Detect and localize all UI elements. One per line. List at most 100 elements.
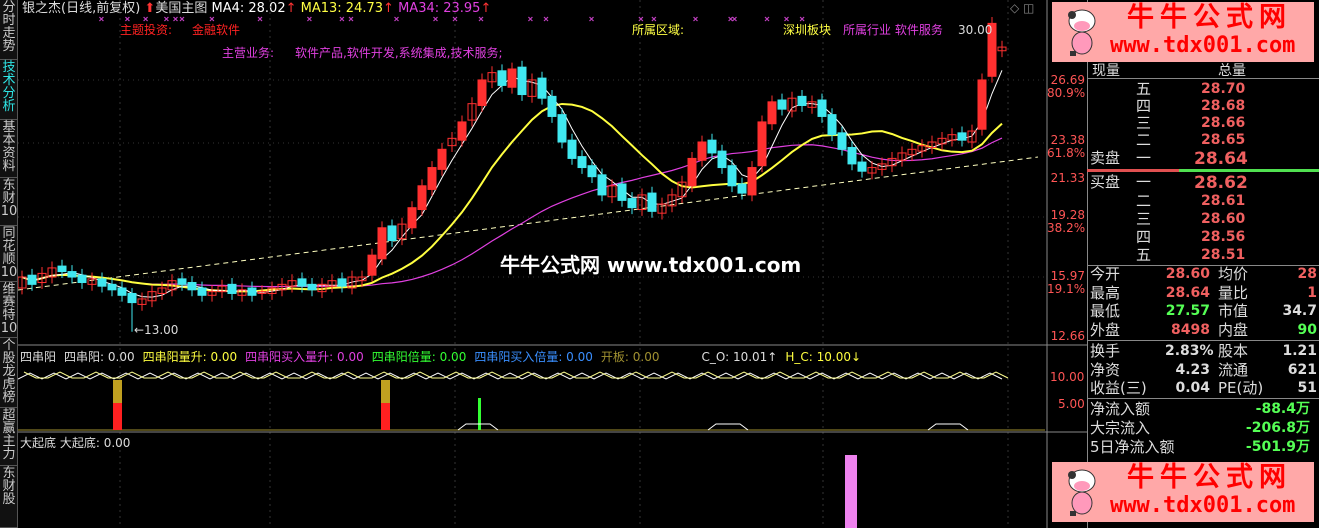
candle-body: [397, 223, 407, 240]
candle-body: [247, 287, 257, 296]
candle-body: [967, 130, 977, 143]
current-volume-label: 现量: [1092, 63, 1120, 79]
stat-value: 28.64: [1165, 284, 1210, 301]
region-value: 深圳板块: [783, 23, 832, 37]
candle-body: [887, 157, 897, 167]
tab-5[interactable]: 维赛特10: [0, 282, 18, 338]
candle-body: [287, 280, 297, 287]
candle-body: [597, 174, 607, 196]
candle-body: [797, 95, 807, 106]
indicator-item: C_O: 10.01↑: [701, 350, 778, 364]
logo-name: 牛牛公式网: [1127, 462, 1292, 493]
candle-body: [107, 283, 117, 291]
event-marker: [478, 16, 484, 22]
fund-label: 净资: [1090, 360, 1121, 379]
indicator2-title[interactable]: 大起底: [20, 436, 57, 450]
price-tick: 21.33: [1047, 171, 1085, 185]
window-controls[interactable]: ◇ ◫: [1010, 1, 1035, 15]
candle-body: [497, 70, 507, 86]
tab-6[interactable]: 个股龙虎榜: [0, 338, 18, 408]
tab-0[interactable]: 分时走势: [0, 0, 18, 60]
price-tick: 23.38 61.8%: [1047, 134, 1085, 160]
price-tick-pct: 38.2%: [1047, 221, 1086, 236]
sell-price: 28.65: [1201, 132, 1246, 148]
buy-level: 一: [1136, 173, 1152, 191]
event-marker: [98, 16, 104, 22]
theme-label: 主题投资:: [120, 23, 173, 37]
event-marker: [143, 16, 149, 22]
candle-body: [467, 103, 477, 121]
buy-level: 四: [1136, 228, 1152, 246]
fund-value: 621: [1287, 361, 1317, 378]
price-tick: 19.28 38.2%: [1047, 209, 1085, 235]
candle-body: [127, 292, 137, 304]
candle-body: [157, 287, 167, 294]
candle-body: [97, 278, 107, 287]
flow-label: 净流入额: [1090, 400, 1151, 418]
candle-body: [647, 192, 657, 212]
sell-price: 28.66: [1201, 115, 1246, 131]
template-name[interactable]: 美国主图: [155, 1, 208, 16]
buy-level: 二: [1136, 192, 1152, 210]
candle-body: [857, 161, 867, 172]
candle-body: [907, 148, 917, 156]
buy-strength-bar: [1179, 169, 1319, 172]
industry-label: 所属行业 软件服务: [843, 23, 943, 37]
indicator-item: 四串阳倍量: 0.00: [371, 350, 467, 364]
buy-price: 28.61: [1201, 193, 1246, 209]
event-marker: [784, 16, 789, 22]
low-price-mark: ←13.00: [134, 323, 179, 337]
total-volume-label: 总量: [1218, 63, 1246, 79]
indicator1-legend: 四串阳 四串阳: 0.00 四串阳量升: 0.00 四串阳买入量升: 0.00 四串阳倍…: [20, 350, 869, 364]
tab-1[interactable]: 技术分析: [0, 60, 18, 120]
candle-body: [147, 291, 157, 302]
cow-mascot-icon: [1068, 469, 1096, 516]
event-marker: [433, 16, 438, 22]
candle-body: [617, 183, 627, 201]
candle-body: [777, 99, 787, 110]
chart-canvas: [18, 0, 1087, 528]
candle-body: [787, 97, 797, 112]
candle-body: [317, 283, 327, 293]
divider: [1087, 265, 1319, 266]
event-marker: [257, 16, 263, 22]
tab-3[interactable]: 东财10: [0, 178, 18, 226]
stat-value: 90: [1297, 321, 1317, 338]
candle-body: [767, 101, 777, 125]
ma4-label: MA4: 28.02: [211, 1, 286, 16]
candle-body: [697, 141, 707, 161]
trend-line: [18, 156, 1039, 291]
flow-value: -206.8万: [1245, 420, 1310, 436]
candle-body: [897, 152, 907, 161]
logo-top: 牛牛公式网 www.tdx001.com: [1052, 2, 1314, 62]
candle-body: [207, 291, 217, 296]
indicator2-value: 大起底: 0.00: [59, 436, 131, 450]
candle-body: [267, 287, 277, 294]
fund-label: 收益(三): [1090, 379, 1147, 397]
event-marker: [543, 16, 549, 22]
tab-2[interactable]: 基本资料: [0, 120, 18, 178]
candle-body: [357, 276, 367, 282]
price-tick-value: 12.66: [1050, 329, 1085, 343]
tab-4[interactable]: 同花顺10: [0, 226, 18, 282]
sell-price: 28.68: [1201, 98, 1246, 114]
candle-body: [437, 148, 447, 170]
price-tick-value: 23.38: [1050, 133, 1085, 148]
event-marker: [124, 16, 130, 22]
candle-body: [947, 134, 957, 141]
candle-body: [307, 283, 317, 291]
candle-body: [217, 285, 227, 293]
tab-8[interactable]: 东财股: [0, 466, 18, 528]
fund-value: 1.21: [1282, 343, 1317, 359]
business-label: 主营业务:: [222, 46, 275, 60]
ind-line-yellow: [23, 371, 1009, 379]
tab-7[interactable]: 超赢主力: [0, 408, 18, 466]
candle-body: [477, 79, 487, 106]
signal-bar: [381, 380, 390, 403]
theme-value: 金融软件: [192, 23, 241, 37]
flow-value: -501.9万: [1245, 439, 1310, 455]
stat-value: 27.57: [1165, 303, 1210, 319]
candle-body: [337, 278, 347, 287]
candle-body: [197, 287, 207, 296]
event-marker: [732, 16, 737, 22]
